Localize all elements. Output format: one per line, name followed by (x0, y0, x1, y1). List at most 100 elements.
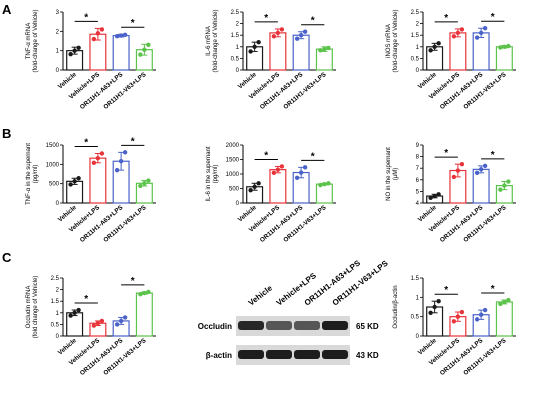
data-point (271, 170, 277, 176)
bar (315, 183, 333, 204)
chart-inos-mrna: 0 0.5 1 1.5 2 2.5 iNOS mRNA (fold-change of Veh… (386, 9, 516, 111)
data-point (498, 187, 503, 192)
blot-size-label: 65 KD (356, 322, 379, 331)
y-tick-label: 2.5 (51, 276, 60, 282)
bar (495, 301, 513, 337)
data-point (322, 46, 327, 52)
bar (89, 157, 107, 204)
y-axis-label: (fold-change of Vehicle) (213, 9, 219, 72)
y-tick-label: 9 (416, 143, 420, 149)
data-point (459, 27, 465, 32)
data-point (478, 30, 484, 36)
y-axis-label: (fold-change of Vehicle) (33, 9, 39, 72)
y-tick-label: 5 (416, 189, 420, 195)
y-tick-label: 2 (236, 22, 240, 28)
data-point (72, 48, 77, 53)
panel-label-a: A (2, 2, 12, 17)
x-category-label: OR11H1-V63+LPS (102, 71, 147, 111)
y-axis-label: (pg/ml) (213, 165, 219, 184)
blot-band (322, 321, 348, 330)
data-point (451, 174, 457, 180)
blot-band (238, 321, 264, 330)
data-point (122, 315, 128, 320)
y-axis-label: IL-6 in the supernant (206, 146, 212, 201)
data-point (455, 314, 461, 319)
y-tick-label: 0.5 (231, 56, 240, 62)
y-tick-label: 1.5 (231, 33, 240, 39)
y-axis-label: Occludin mRNA (26, 286, 32, 329)
data-point (478, 312, 484, 317)
data-point (142, 47, 147, 52)
data-point (506, 179, 511, 184)
data-point (99, 151, 105, 156)
blot-band (322, 350, 348, 359)
y-tick-label: 1.5 (51, 299, 60, 305)
blot-protein-label: Occludin (198, 322, 232, 331)
y-tick-label: 3 (56, 10, 60, 16)
data-point (142, 181, 147, 186)
data-point (428, 310, 433, 315)
y-tick-label: 1500 (46, 143, 60, 149)
y-tick-label: 500 (49, 182, 60, 188)
data-point (428, 195, 433, 200)
data-point (114, 167, 120, 173)
y-tick-label: 2 (56, 29, 60, 35)
data-point (294, 36, 300, 41)
x-category-label: OR11H1-V63+LPS (282, 204, 327, 244)
data-point (95, 31, 101, 36)
blot-membrane (236, 316, 350, 336)
significance-star: * (264, 13, 268, 24)
data-point (279, 164, 285, 169)
data-point (506, 43, 511, 49)
y-axis-label: Occludin/β-actin (393, 285, 399, 328)
data-point (76, 307, 81, 313)
y-axis-label: IL-6 mRNA (206, 26, 212, 56)
data-point (455, 168, 461, 173)
y-tick-label: 1000 (226, 172, 240, 178)
blot-protein-label: β-actin (206, 351, 232, 360)
data-point (318, 48, 323, 53)
data-point (114, 322, 120, 327)
blot-lane-label: Vehicle (247, 283, 275, 307)
data-point (279, 27, 285, 32)
data-point (432, 44, 437, 49)
data-point (506, 297, 511, 303)
data-point (302, 165, 308, 170)
bar (269, 169, 287, 204)
bar (112, 34, 130, 71)
data-point (122, 32, 128, 38)
chart-il6-mrna: 0 0.5 1 1.5 2 2.5 IL-6 mRNA (fold-change of Veh… (206, 9, 336, 111)
data-point (72, 179, 77, 184)
bar (269, 32, 287, 71)
x-category-label: OR11H1-V63+LPS (462, 204, 507, 244)
data-point (318, 182, 323, 188)
y-axis-label: (fold-change of Vehicle) (393, 9, 399, 72)
data-point (91, 36, 97, 42)
x-category-label: OR11H1-V63+LPS (102, 337, 147, 377)
data-point (248, 188, 253, 193)
data-point (432, 304, 437, 310)
significance-star: * (131, 276, 135, 287)
y-tick-label: 0 (56, 68, 60, 74)
y-tick-label: 0.5 (411, 315, 420, 321)
data-point (478, 167, 484, 172)
x-category-label: Vehicle (57, 204, 79, 224)
data-point (302, 29, 308, 34)
data-point (118, 318, 124, 324)
data-point (146, 178, 151, 183)
blot-band (266, 350, 292, 359)
y-axis-label: iNOS mRNA (386, 24, 392, 58)
data-point (252, 44, 257, 49)
x-category-label: OR11H1-V63+LPS (102, 204, 147, 244)
data-point (275, 30, 281, 36)
panel-label-c: C (2, 250, 12, 265)
y-tick-label: 0.5 (411, 56, 420, 62)
data-point (498, 301, 503, 307)
data-point (146, 289, 151, 295)
chart-tnf-mrna: 0 1 2 3 TNF-α mRNA (fold-change of Vehicle) Ve… (26, 9, 156, 111)
bar (292, 34, 310, 71)
data-point (326, 181, 331, 186)
significance-star: * (311, 151, 315, 162)
y-tick-label: 500 (229, 187, 240, 193)
y-tick-label: 2.5 (231, 10, 240, 16)
